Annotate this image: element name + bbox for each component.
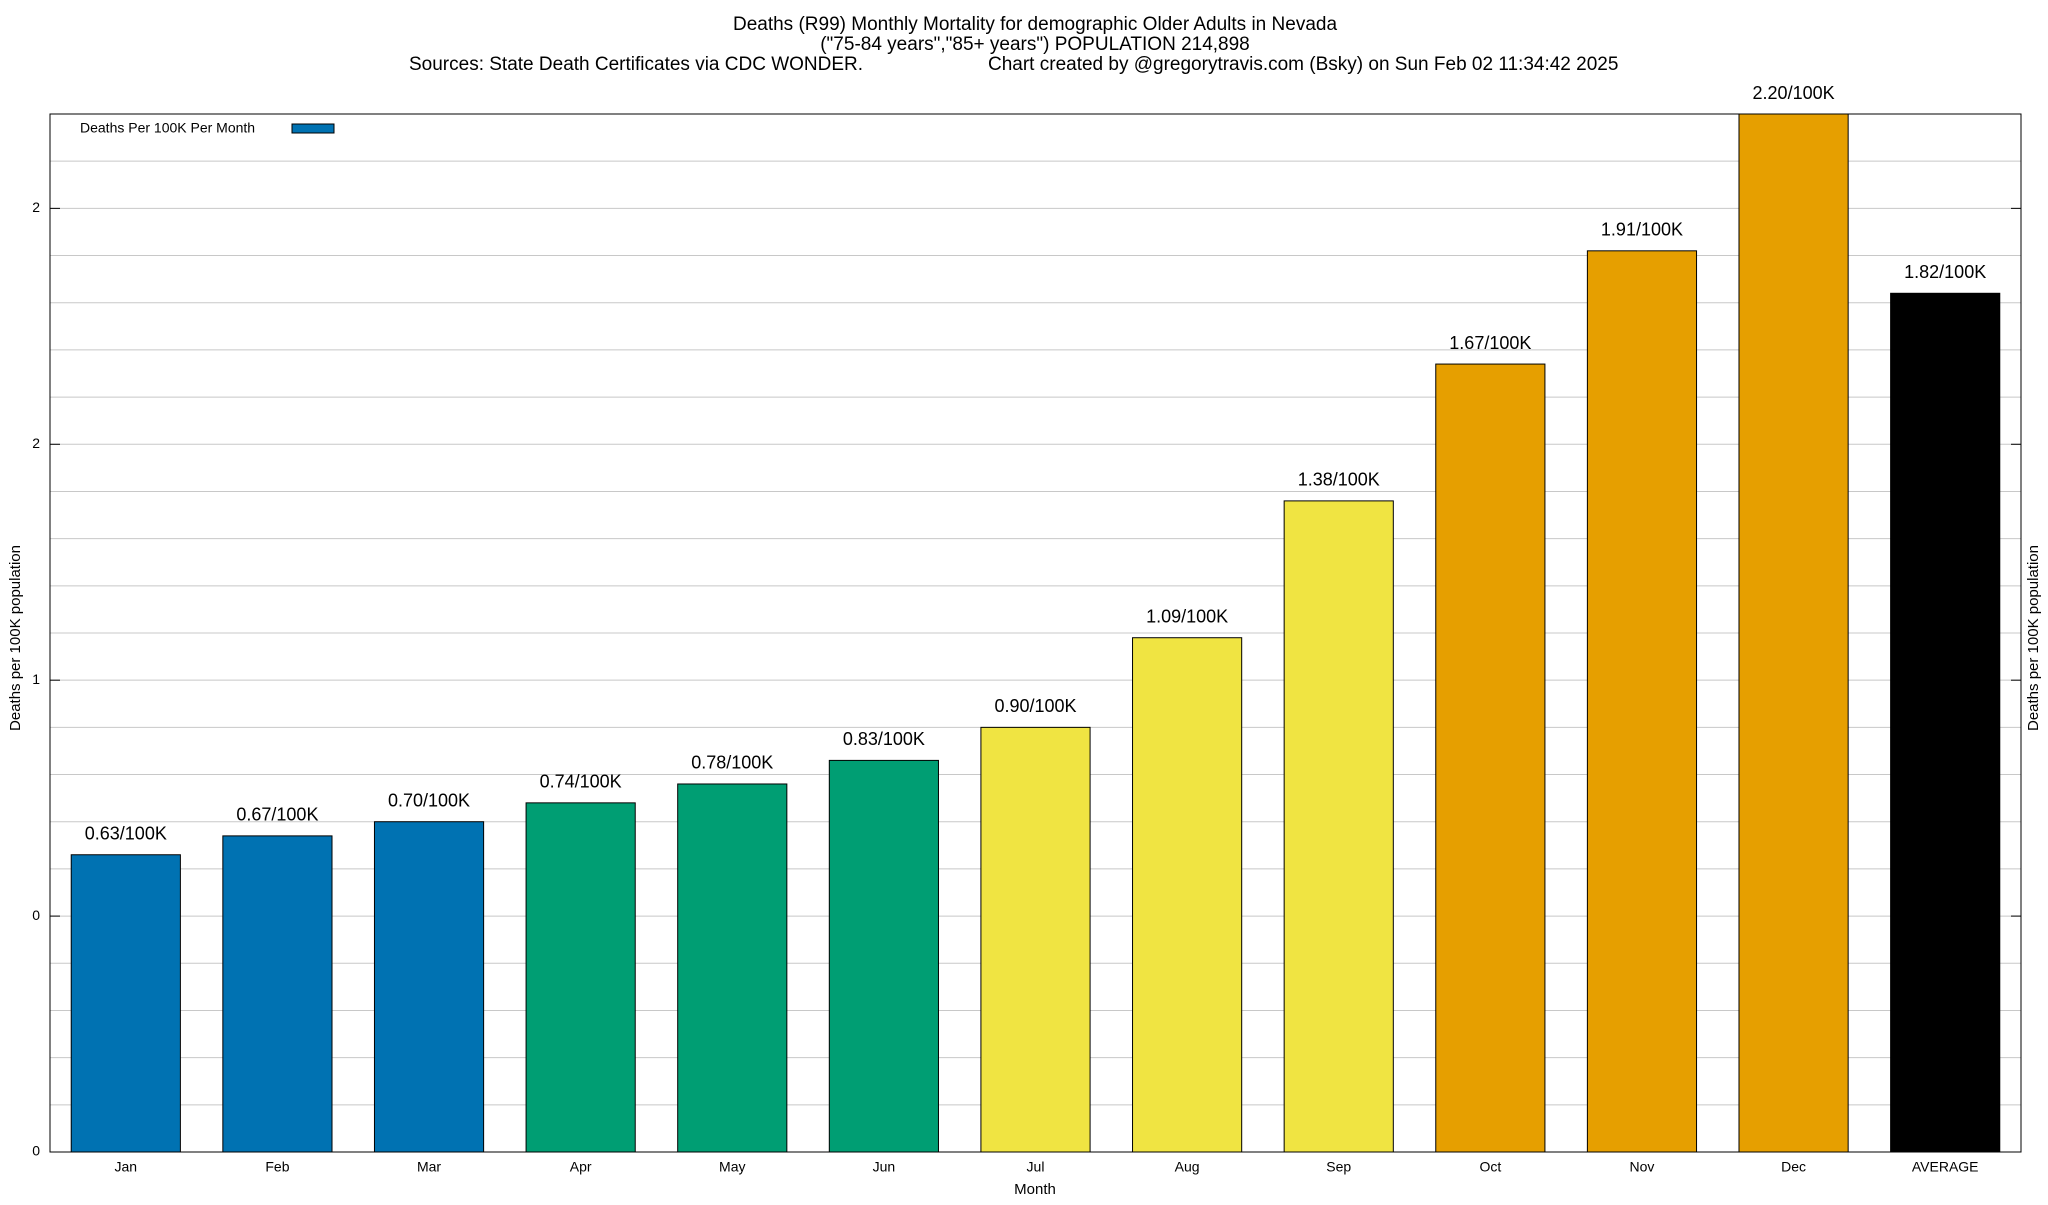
x-axis-label: Month <box>1014 1181 1056 1198</box>
chart-subtitle: ("75-84 years","85+ years") POPULATION 2… <box>820 34 1250 55</box>
x-tick-label: Jan <box>115 1159 138 1175</box>
bar <box>1132 637 1243 1153</box>
value-label: 1.67/100K <box>1449 333 1531 353</box>
y-tick-label: 0 <box>32 1143 40 1159</box>
value-label: 1.09/100K <box>1146 606 1228 626</box>
value-label: 0.70/100K <box>388 790 470 810</box>
bar <box>70 854 181 1153</box>
value-label: 1.82/100K <box>1904 262 1986 282</box>
bar <box>677 783 788 1153</box>
value-label: 0.63/100K <box>85 824 167 844</box>
legend-label: Deaths Per 100K Per Month <box>80 120 255 136</box>
x-tick-label: Sep <box>1326 1159 1351 1175</box>
x-tick-label: May <box>719 1159 745 1175</box>
value-label: 0.90/100K <box>994 696 1076 716</box>
y-tick-label: 1 <box>32 671 40 687</box>
x-tick-label: Jun <box>873 1159 896 1175</box>
bar <box>525 802 636 1153</box>
value-label: 2.20/100K <box>1753 83 1835 103</box>
x-tick-label: Oct <box>1479 1159 1501 1175</box>
bar <box>828 759 939 1153</box>
x-tick-label: Mar <box>417 1159 441 1175</box>
value-label: 0.74/100K <box>540 772 622 792</box>
plot-frame <box>49 113 2022 1153</box>
bar <box>1435 363 1546 1153</box>
bar <box>980 726 1091 1153</box>
bar <box>373 821 485 1153</box>
bar <box>1890 292 2001 1153</box>
x-tick-label: Nov <box>1630 1159 1655 1175</box>
bar <box>222 835 333 1153</box>
y2-axis-label: Deaths per 100K population <box>2025 545 2042 731</box>
legend-swatch <box>291 123 335 134</box>
y-tick-label: 2 <box>32 435 40 451</box>
x-tick-label: Apr <box>570 1159 592 1175</box>
value-label: 0.78/100K <box>691 753 773 773</box>
x-tick-label: Dec <box>1781 1159 1806 1175</box>
bar <box>1586 250 1698 1153</box>
chart-credit: Chart created by @gregorytravis.com (Bsk… <box>988 54 1618 75</box>
x-tick-label: Jul <box>1027 1159 1045 1175</box>
value-label: 1.91/100K <box>1601 220 1683 240</box>
bar <box>1738 113 1849 1153</box>
chart-title: Deaths (R99) Monthly Mortality for demog… <box>733 14 1337 35</box>
x-tick-label: Feb <box>265 1159 289 1175</box>
y-axis-label: Deaths per 100K population <box>7 545 24 731</box>
chart-source: Sources: State Death Certificates via CD… <box>409 54 863 75</box>
bar <box>1283 500 1394 1153</box>
x-tick-label: AVERAGE <box>1912 1159 1979 1175</box>
value-label: 0.83/100K <box>843 729 925 749</box>
x-tick-label: Aug <box>1175 1159 1200 1175</box>
y-tick-label: 2 <box>32 199 40 215</box>
y-tick-label: 0 <box>32 907 40 923</box>
value-label: 1.38/100K <box>1298 470 1380 490</box>
value-label: 0.67/100K <box>236 805 318 825</box>
